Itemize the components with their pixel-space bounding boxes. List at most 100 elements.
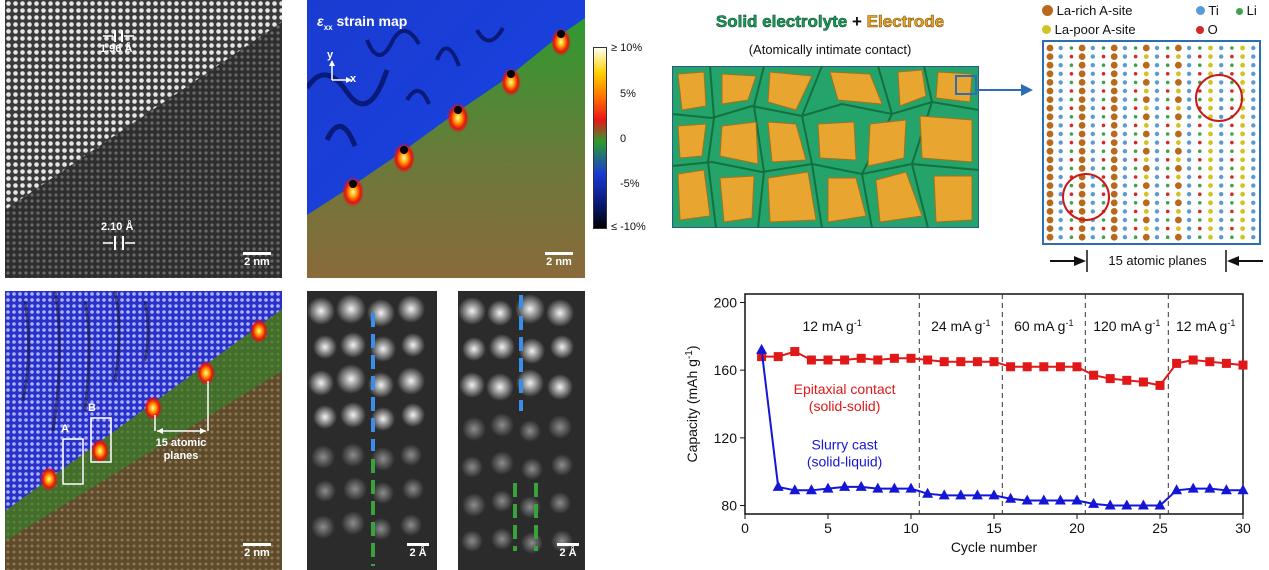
atom bbox=[1219, 45, 1224, 51]
atom bbox=[1186, 192, 1192, 197]
atom bbox=[1058, 71, 1063, 76]
y-tick-label: 160 bbox=[714, 362, 738, 378]
atom bbox=[1175, 79, 1182, 86]
atom bbox=[1186, 200, 1192, 205]
atom bbox=[1186, 88, 1192, 94]
atom bbox=[1176, 226, 1181, 232]
atom bbox=[1175, 165, 1182, 172]
atom bbox=[1186, 149, 1192, 154]
atom bbox=[1142, 44, 1150, 52]
atom bbox=[1122, 209, 1128, 214]
atom bbox=[1143, 54, 1149, 59]
atom bbox=[1251, 226, 1256, 231]
data-point bbox=[1022, 362, 1032, 372]
atom bbox=[1208, 45, 1213, 51]
x-tick-label: 0 bbox=[741, 520, 749, 536]
atom bbox=[1230, 235, 1234, 239]
atom bbox=[1154, 123, 1160, 128]
atom bbox=[1175, 216, 1182, 224]
atom bbox=[1046, 53, 1054, 60]
atom bbox=[1240, 71, 1245, 77]
atom bbox=[1154, 88, 1160, 94]
atom bbox=[1198, 72, 1202, 76]
x-tick-label: 10 bbox=[903, 520, 919, 536]
atom bbox=[1176, 123, 1181, 128]
atom bbox=[1078, 225, 1086, 233]
atom bbox=[1133, 166, 1138, 171]
data-point bbox=[856, 353, 866, 363]
atom bbox=[1078, 104, 1086, 112]
atom bbox=[1110, 182, 1118, 190]
atom bbox=[1240, 217, 1245, 223]
atom bbox=[1078, 44, 1086, 52]
atom bbox=[1230, 226, 1234, 231]
atom bbox=[1208, 191, 1213, 197]
atom bbox=[1198, 63, 1202, 67]
data-point bbox=[873, 355, 883, 365]
data-point bbox=[1188, 355, 1198, 365]
data-point bbox=[772, 480, 784, 491]
atom bbox=[1143, 226, 1149, 232]
atom bbox=[1165, 97, 1170, 102]
atom bbox=[1069, 72, 1074, 76]
atom bbox=[1101, 72, 1106, 76]
data-point bbox=[1220, 484, 1232, 495]
data-point bbox=[1039, 362, 1049, 372]
strain-map-svg bbox=[307, 0, 585, 278]
colorbar-tick: -5% bbox=[620, 178, 640, 190]
atom bbox=[1133, 218, 1138, 222]
atom bbox=[1133, 63, 1138, 67]
atom bbox=[1069, 235, 1074, 239]
rate-label: 120 mA g-1 bbox=[1093, 318, 1160, 334]
atom bbox=[1198, 166, 1202, 171]
atom bbox=[1198, 46, 1202, 50]
legend-li: Li bbox=[1236, 3, 1257, 18]
atom bbox=[1101, 192, 1106, 196]
data-point bbox=[905, 482, 917, 493]
atom bbox=[1143, 88, 1149, 94]
atom bbox=[1069, 63, 1074, 67]
atom bbox=[1176, 191, 1181, 197]
data-point bbox=[1221, 358, 1231, 368]
atom bbox=[1122, 183, 1128, 188]
atom bbox=[1208, 148, 1213, 154]
x-tick-label: 5 bbox=[824, 520, 832, 536]
legend-o-label: O bbox=[1207, 22, 1218, 37]
atom bbox=[1219, 209, 1224, 214]
data-point bbox=[1089, 370, 1099, 380]
data-point bbox=[1155, 380, 1165, 390]
atom bbox=[1208, 200, 1213, 206]
atom bbox=[1240, 209, 1245, 214]
atom bbox=[1090, 63, 1095, 68]
atom bbox=[1069, 106, 1074, 110]
atom bbox=[1101, 235, 1106, 239]
atom bbox=[1133, 158, 1138, 162]
atom bbox=[1122, 140, 1128, 145]
atom bbox=[1110, 147, 1118, 155]
atom bbox=[1090, 166, 1095, 171]
atom bbox=[1046, 208, 1054, 215]
atom bbox=[1176, 105, 1181, 111]
data-point bbox=[1154, 499, 1166, 510]
atom bbox=[1165, 209, 1170, 214]
atom bbox=[1058, 166, 1063, 171]
atom bbox=[1165, 201, 1170, 205]
atom bbox=[1078, 139, 1086, 146]
scale-bar-label: 2 Å bbox=[409, 547, 427, 559]
atom bbox=[1251, 131, 1256, 137]
atom bbox=[1154, 149, 1160, 154]
atom bbox=[1240, 45, 1245, 51]
data-point bbox=[1237, 484, 1249, 495]
atom-planes-bracket bbox=[1050, 250, 1263, 272]
legend-la-rich-label: La-rich A-site bbox=[1056, 3, 1133, 18]
atom bbox=[1176, 157, 1181, 163]
atom bbox=[1110, 165, 1118, 172]
atom bbox=[1058, 192, 1063, 197]
atom bbox=[1078, 130, 1086, 138]
atom bbox=[1058, 106, 1063, 111]
atom bbox=[1219, 174, 1224, 180]
atom bbox=[1122, 114, 1128, 120]
atom bbox=[1176, 71, 1181, 77]
highlight-circle bbox=[1195, 74, 1243, 122]
atom bbox=[1101, 46, 1106, 50]
